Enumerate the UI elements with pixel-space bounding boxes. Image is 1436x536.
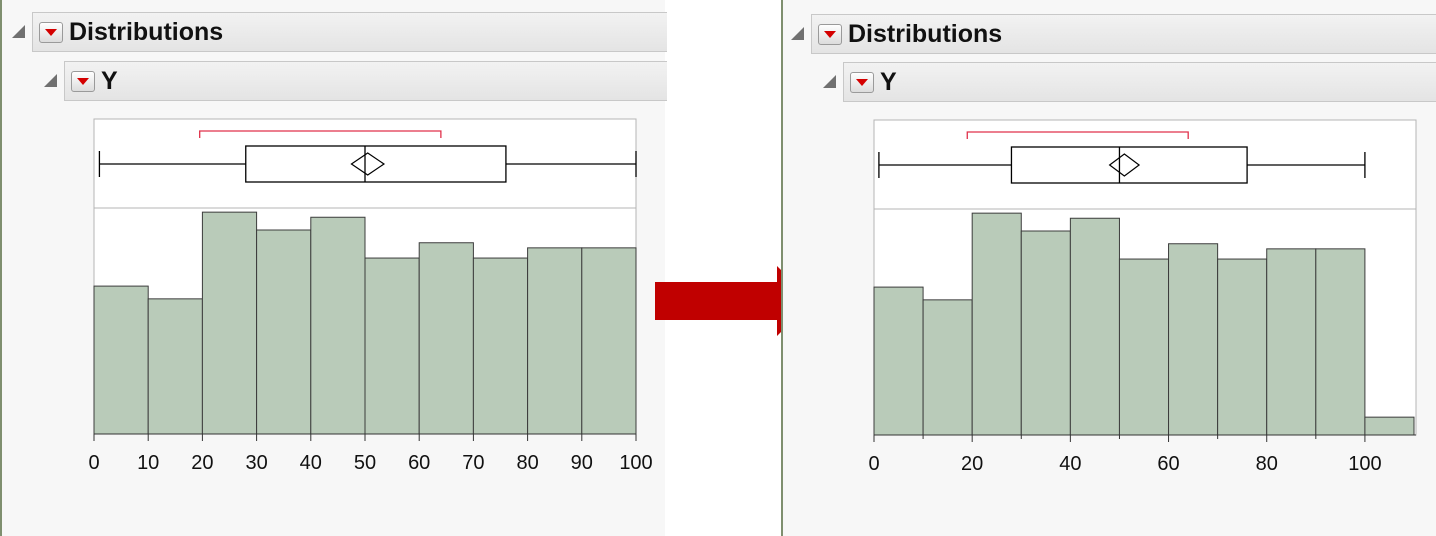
histogram-bar <box>1168 243 1219 436</box>
histogram-bar <box>1217 258 1268 436</box>
x-tick-label: 50 <box>354 452 376 474</box>
histogram-bar <box>472 257 529 435</box>
x-tick-label: 0 <box>868 453 879 475</box>
histogram-chart-before: 0 10 20 30 40 50 60 70 80 90 100 <box>88 118 653 474</box>
histogram-bar <box>93 285 149 435</box>
distributions-outline-header[interactable]: Distributions <box>32 12 667 52</box>
red-triangle-menu-icon[interactable] <box>818 24 842 45</box>
histogram-bar <box>201 211 258 435</box>
x-tick-label: 90 <box>571 452 593 474</box>
box-iqr <box>1010 146 1248 184</box>
distribution-panel-after: Distributions Y 0 20 40 60 80 100 <box>781 0 1436 536</box>
x-tick-label: 20 <box>191 452 213 474</box>
box-iqr <box>245 145 507 183</box>
histogram-bar <box>364 257 420 435</box>
histogram-bar <box>1364 416 1415 436</box>
red-triangle-menu-icon[interactable] <box>71 71 95 92</box>
mean-diamond <box>350 152 386 176</box>
red-triangle-menu-icon[interactable] <box>850 72 874 93</box>
red-triangle-menu-icon[interactable] <box>39 22 63 43</box>
distribution-panel-before: Distributions Y 0 10 20 30 40 50 60 70 80 90 100 <box>0 0 667 536</box>
x-tick-label: 10 <box>137 452 159 474</box>
distributions-title: Distributions <box>69 18 224 46</box>
histogram-bar <box>971 212 1022 436</box>
disclosure-triangle-icon[interactable] <box>44 74 57 87</box>
histogram-bar <box>256 229 312 435</box>
histogram-bar <box>1020 230 1071 436</box>
disclosure-triangle-icon[interactable] <box>12 25 25 38</box>
x-tick-label: 80 <box>516 452 538 474</box>
histogram-bar <box>310 216 366 435</box>
disclosure-triangle-icon[interactable] <box>791 27 804 40</box>
histogram-chart-after: 0 20 40 60 80 100 <box>868 119 1417 475</box>
right-arrow-icon <box>655 266 812 336</box>
mean-diamond <box>1108 153 1141 177</box>
x-tick-label: 60 <box>1157 453 1179 475</box>
histogram-bar <box>1266 248 1317 436</box>
x-tick-label: 60 <box>408 452 430 474</box>
x-tick-label: 40 <box>300 452 322 474</box>
x-tick-label: 0 <box>88 452 99 474</box>
x-tick-label: 100 <box>619 452 652 474</box>
shortest-half-bracket <box>199 130 442 138</box>
histogram-bar <box>922 299 973 436</box>
histogram-bar <box>418 242 474 435</box>
x-tick-label: 40 <box>1059 453 1081 475</box>
histogram-bar <box>581 247 637 435</box>
histogram-bar <box>1069 217 1120 436</box>
histogram-bar <box>873 286 924 436</box>
y-title: Y <box>101 67 118 95</box>
x-tick-label: 20 <box>961 453 983 475</box>
disclosure-triangle-icon[interactable] <box>823 75 836 88</box>
histogram-bar <box>147 298 203 435</box>
histogram-bar <box>1118 258 1170 436</box>
distributions-outline-header[interactable]: Distributions <box>811 14 1436 54</box>
distributions-title: Distributions <box>848 20 1003 48</box>
x-tick-label: 100 <box>1348 453 1381 475</box>
x-tick-label: 70 <box>462 452 484 474</box>
y-outline-header[interactable]: Y <box>843 62 1436 102</box>
y-title: Y <box>880 68 897 96</box>
y-outline-header[interactable]: Y <box>64 61 667 101</box>
histogram-bar <box>1315 248 1366 436</box>
x-tick-label: 30 <box>245 452 267 474</box>
histogram-bar <box>527 247 583 435</box>
shortest-half-bracket <box>966 131 1189 139</box>
x-tick-label: 80 <box>1256 453 1278 475</box>
